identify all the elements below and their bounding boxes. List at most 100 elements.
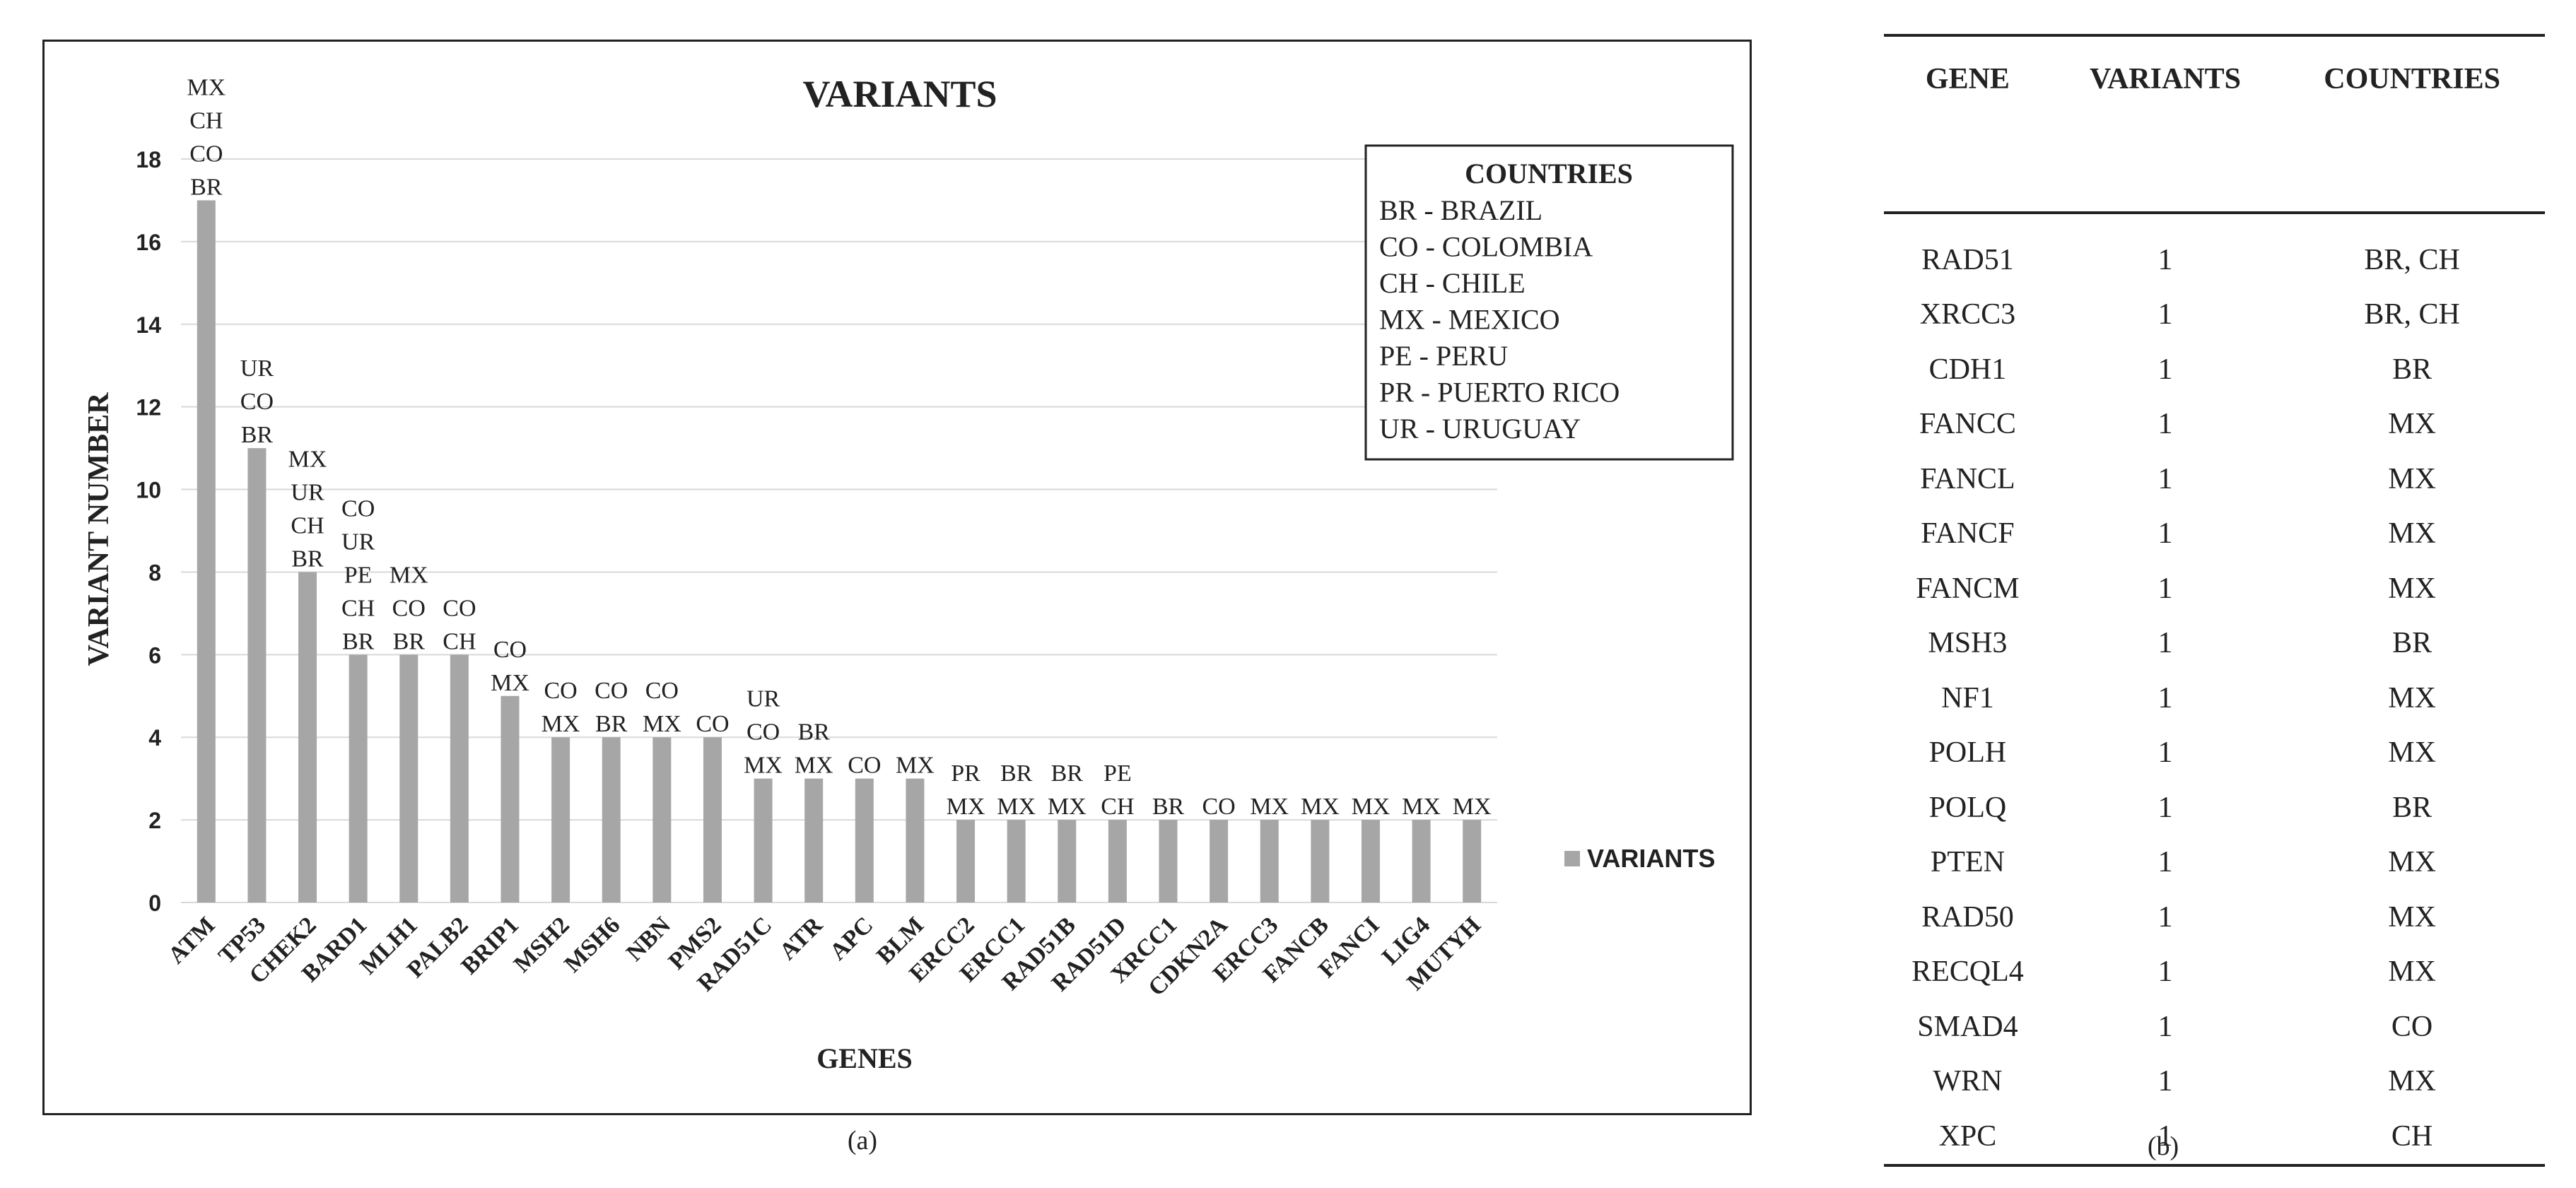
header-variants: VARIANTS: [2090, 63, 2242, 95]
countries-cell: BR, CH: [2364, 298, 2460, 331]
bar-country-label: BR: [1152, 794, 1185, 820]
bar-country-label: CO: [240, 389, 274, 415]
countries-cell: CH: [2279, 1109, 2545, 1167]
countries-box-entry: PE - PERU: [1379, 340, 1508, 372]
gene-cell: FANCF: [1921, 517, 2015, 551]
gene-cell: POLH: [1928, 736, 2007, 770]
bar: [1007, 820, 1026, 902]
gene-cell: FANCM: [1916, 572, 2020, 605]
bar-country-label: CH: [189, 107, 223, 134]
bar: [703, 737, 722, 902]
bar-country-label: CO: [392, 595, 426, 621]
bar-country-label: MX: [744, 753, 783, 779]
variants-cell: 1: [2158, 243, 2173, 276]
variants-cell: 1: [2158, 298, 2173, 331]
countries-cell: MX: [2388, 900, 2436, 934]
table-row: PTEN 1 MX: [1884, 835, 2545, 890]
legend-label: VARIANTS: [1587, 844, 1715, 873]
bar: [1361, 820, 1380, 902]
bar-country-label: CO: [696, 711, 729, 737]
bar: [652, 737, 672, 902]
bar-country-label: UR: [240, 355, 274, 382]
bar-country-label: CO: [544, 678, 577, 704]
bar-country-label: MX: [643, 711, 681, 737]
bar-country-label: PR: [951, 760, 980, 787]
y-tick-label: 16: [136, 230, 161, 255]
bar-country-label: PE: [1103, 760, 1132, 787]
gene-cell: MSH3: [1928, 627, 2008, 660]
variants-cell: 1: [2158, 681, 2173, 714]
bar-country-label: CO: [1202, 794, 1235, 820]
bar: [1210, 820, 1229, 902]
variants-cell: 1: [2158, 517, 2173, 551]
y-tick-label: 8: [148, 560, 161, 585]
bar-country-label: MX: [1352, 794, 1391, 820]
countries-cell: BR: [2392, 353, 2432, 386]
bar: [1058, 820, 1077, 902]
table-row: FANCL 1 MX: [1884, 452, 2545, 507]
bar: [1108, 820, 1127, 902]
bar: [906, 778, 925, 902]
countries-cell: BR: [2392, 627, 2432, 660]
y-axis-title: VARIANT NUMBER: [83, 392, 115, 666]
x-tick-label: APC: [825, 912, 879, 965]
variants-cell: 1: [2158, 846, 2173, 879]
countries-box-entry: UR - URUGUAY: [1379, 413, 1581, 445]
bar-country-label: MX: [390, 562, 428, 588]
countries-cell: CO: [2391, 1010, 2433, 1043]
bar: [349, 654, 368, 902]
countries-cell: MX: [2388, 846, 2436, 879]
bar-chart: 024681012141618ATMMXCHCOBRTP53URCOBRCHEK…: [83, 73, 1734, 1074]
countries-box-title: COUNTRIES: [1465, 158, 1633, 189]
chart-title: VARIANTS: [802, 73, 997, 115]
bar-country-label: BR: [291, 546, 324, 572]
countries-cell: MX: [2388, 681, 2436, 714]
bar-country-label: MX: [896, 753, 935, 779]
chart-panel: 0 2 4 6 8 10 12 14 16 18 ATM MX CH CO BR TP53 UR CO BR CHEK…: [42, 40, 1752, 1115]
gene-cell: NF1: [1941, 681, 1994, 714]
variants-cell: 1: [2158, 900, 2173, 934]
countries-cell: BR, CH: [2364, 243, 2460, 276]
y-tick-label: 18: [136, 147, 161, 172]
header-gene: GENE: [1925, 63, 2010, 95]
table-row: RAD51 1 BR, CH: [1884, 213, 2545, 288]
gene-cell: POLQ: [1928, 791, 2007, 824]
bar-country-label: BR: [342, 628, 375, 654]
variants-cell: 1: [2158, 572, 2173, 605]
countries-box-entry: BR - BRAZIL: [1379, 194, 1542, 226]
table-row: WRN 1 MX: [1884, 1054, 2545, 1110]
caption-a: (a): [847, 1126, 878, 1155]
gene-cell: FANCC: [1919, 408, 2016, 441]
y-tick-label: 12: [136, 395, 161, 420]
bar-country-label: CO: [747, 719, 780, 746]
bar-country-label: UR: [747, 686, 780, 712]
countries-cell: MX: [2388, 955, 2436, 989]
bar: [1311, 820, 1330, 902]
bar: [754, 778, 773, 902]
countries-cell: MX: [2388, 462, 2436, 495]
gene-table: GENE VARIANTS COUNTRIES RAD51 1 BR, CH XRCC…: [1884, 34, 2545, 1167]
gene-cell: SMAD4: [1917, 1010, 2018, 1043]
countries-cell: MX: [2388, 572, 2436, 605]
bar-country-label: MX: [1453, 794, 1492, 820]
countries-box-entry: PR - PUERTO RICO: [1379, 377, 1620, 408]
table-row: RECQL4 1 MX: [1884, 945, 2545, 1000]
bar: [551, 737, 570, 902]
bar-country-label: BR: [798, 719, 831, 746]
countries-cell: MX: [2388, 736, 2436, 770]
x-tick-label: BRIP1: [457, 912, 525, 980]
gene-cell: PTEN: [1930, 846, 2005, 879]
legend-swatch: [1564, 851, 1580, 866]
bar-country-label: BR: [1051, 760, 1084, 787]
variants-cell: 1: [2158, 1010, 2173, 1043]
bar-country-label: MX: [997, 794, 1036, 820]
countries-box-entry: CH - CHILE: [1379, 267, 1526, 299]
y-tick-label: 0: [148, 890, 161, 916]
bar-country-label: BR: [190, 174, 223, 200]
bar-country-label: CO: [848, 753, 881, 779]
bar-country-label: MX: [795, 753, 833, 779]
table-row: XPC 1 CH: [1884, 1109, 2545, 1167]
table-row: RAD50 1 MX: [1884, 890, 2545, 945]
bar-country-label: MX: [1301, 794, 1340, 820]
bar-country-label: MX: [288, 446, 327, 472]
